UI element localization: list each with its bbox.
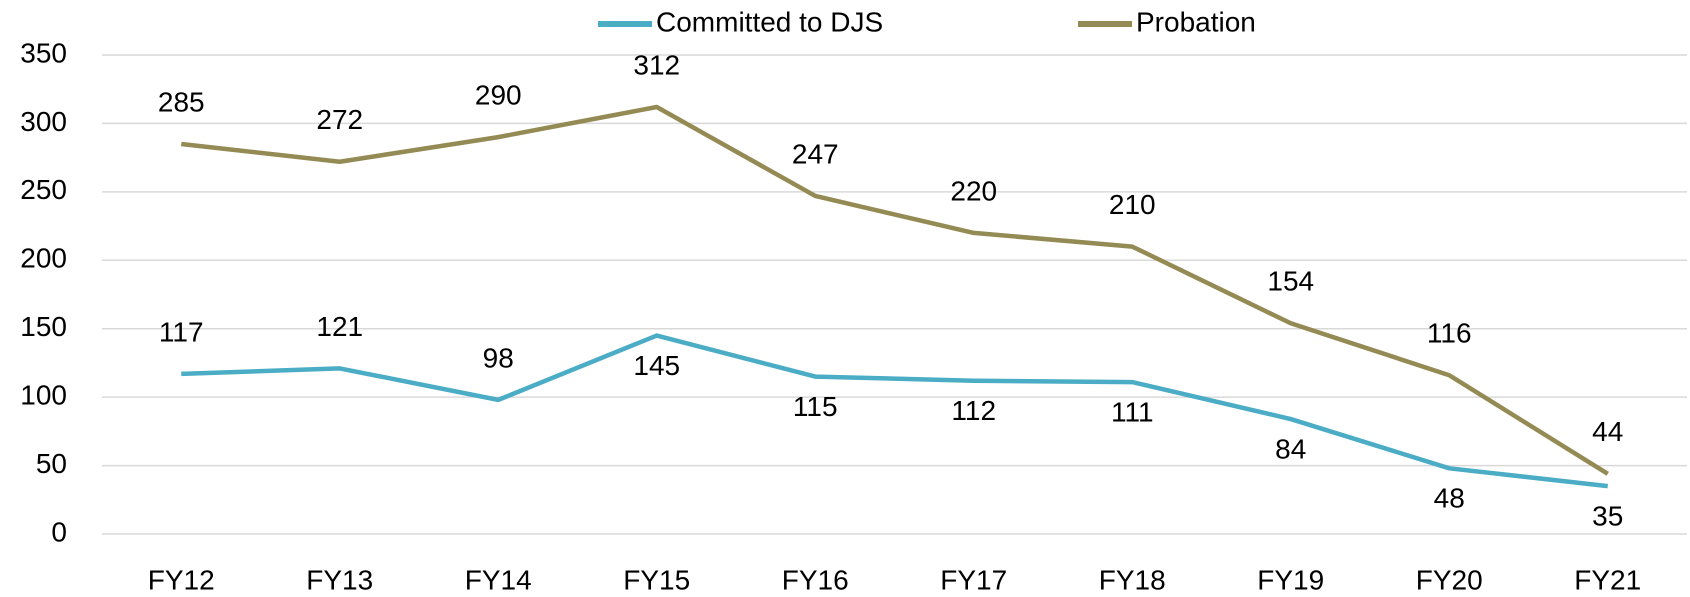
series-line: [181, 333, 1609, 489]
series-line: [180, 104, 1609, 476]
x-tick-label: FY12: [148, 564, 215, 595]
data-label: 220: [950, 175, 997, 206]
data-label: 84: [1275, 433, 1306, 464]
data-label: 35: [1592, 500, 1623, 531]
data-label: 121: [316, 311, 363, 342]
data-label: 247: [792, 138, 839, 169]
data-label: 111: [1111, 396, 1154, 427]
data-label: 117: [159, 316, 204, 347]
data-label: 115: [793, 391, 838, 422]
x-tick-label: FY15: [623, 564, 690, 595]
data-label: 98: [483, 342, 514, 373]
y-tick-label: 50: [36, 448, 67, 479]
y-tick-label: 0: [51, 516, 67, 547]
data-label: 290: [475, 80, 522, 111]
data-label: 112: [951, 395, 996, 426]
x-tick-label: FY20: [1416, 564, 1483, 595]
x-tick-label: FY21: [1574, 564, 1641, 595]
x-tick-label: FY14: [465, 564, 532, 595]
data-label: 154: [1267, 266, 1314, 297]
x-tick-label: FY18: [1099, 564, 1166, 595]
data-label: 285: [158, 86, 205, 117]
y-tick-label: 250: [20, 174, 67, 205]
data-label: 312: [633, 49, 680, 80]
data-label: 44: [1592, 416, 1623, 447]
data-label: 48: [1434, 483, 1465, 514]
data-label: 116: [1427, 318, 1472, 349]
y-tick-label: 350: [20, 37, 67, 68]
data-label: 272: [316, 104, 363, 135]
x-tick-label: FY17: [940, 564, 1007, 595]
x-tick-label: FY13: [306, 564, 373, 595]
y-tick-label: 300: [20, 106, 67, 137]
x-tick-label: FY19: [1257, 564, 1324, 595]
legend-label: Committed to DJS: [656, 6, 883, 37]
legend-label: Probation: [1136, 6, 1256, 37]
x-tick-label: FY16: [782, 564, 849, 595]
y-tick-label: 150: [20, 311, 67, 342]
y-tick-label: 200: [20, 243, 67, 274]
y-tick-label: 100: [20, 380, 67, 411]
data-label: 210: [1109, 189, 1156, 220]
data-label: 145: [633, 350, 680, 381]
